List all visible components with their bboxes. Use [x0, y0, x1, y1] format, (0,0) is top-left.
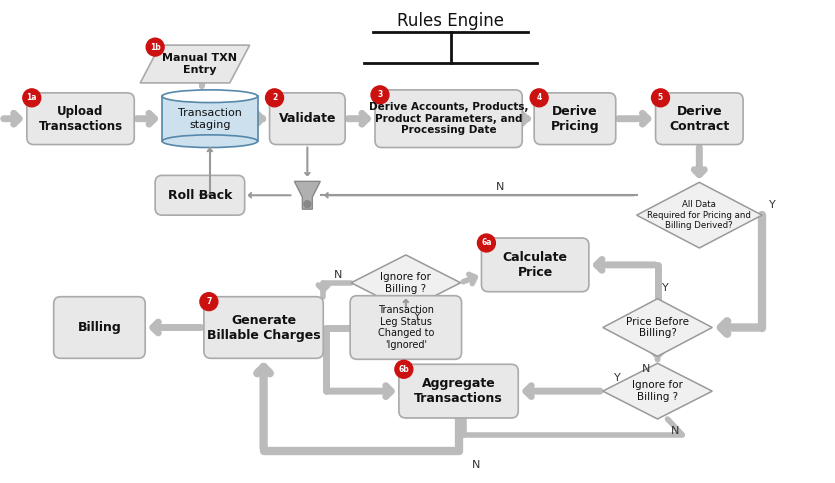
FancyBboxPatch shape [270, 93, 345, 144]
Circle shape [266, 89, 283, 107]
FancyBboxPatch shape [350, 296, 462, 359]
Bar [162, 96, 258, 141]
Ellipse shape [162, 90, 258, 102]
Text: N: N [473, 460, 481, 469]
Circle shape [530, 89, 548, 107]
Text: 1b: 1b [149, 43, 160, 52]
Text: Transaction
staging: Transaction staging [178, 108, 242, 129]
Polygon shape [603, 298, 712, 356]
Polygon shape [295, 181, 321, 209]
Text: 6a: 6a [481, 239, 492, 247]
Text: 1a: 1a [27, 93, 37, 102]
Circle shape [395, 360, 412, 378]
Text: Aggregate
Transactions: Aggregate Transactions [414, 377, 503, 405]
Text: Transaction
Leg Status
Changed to
'Ignored': Transaction Leg Status Changed to 'Ignor… [377, 305, 434, 350]
Circle shape [23, 89, 41, 107]
Circle shape [200, 293, 218, 311]
Polygon shape [352, 255, 461, 311]
Text: 2: 2 [272, 93, 277, 102]
FancyBboxPatch shape [204, 297, 323, 358]
Text: N: N [496, 182, 504, 192]
Text: Derive Accounts, Products,
Product Parameters, and
Processing Date: Derive Accounts, Products, Product Param… [369, 102, 529, 135]
Circle shape [651, 89, 670, 107]
Polygon shape [140, 45, 250, 83]
FancyBboxPatch shape [534, 93, 615, 144]
Circle shape [478, 234, 495, 252]
Polygon shape [636, 183, 762, 248]
Text: N: N [671, 426, 680, 436]
Text: Derive
Contract: Derive Contract [669, 105, 730, 133]
Text: Billing: Billing [78, 321, 121, 334]
Text: Y: Y [615, 373, 621, 383]
Text: Y: Y [662, 283, 669, 293]
Polygon shape [603, 363, 712, 419]
FancyBboxPatch shape [53, 297, 145, 358]
Circle shape [146, 38, 164, 56]
FancyBboxPatch shape [399, 364, 519, 418]
Text: Roll Back: Roll Back [168, 189, 232, 202]
Text: Derive
Pricing: Derive Pricing [550, 105, 600, 133]
Text: Y: Y [414, 312, 421, 322]
Text: 7: 7 [206, 297, 211, 306]
Text: Validate: Validate [279, 112, 337, 125]
Text: 3: 3 [377, 90, 382, 99]
FancyBboxPatch shape [155, 175, 245, 215]
Text: Generate
Billable Charges: Generate Billable Charges [207, 313, 321, 341]
Circle shape [304, 201, 311, 208]
Text: Rules Engine: Rules Engine [397, 12, 504, 30]
Text: N: N [641, 364, 650, 374]
Text: Manual TXN
Entry: Manual TXN Entry [163, 53, 237, 75]
Circle shape [371, 86, 389, 104]
FancyBboxPatch shape [655, 93, 743, 144]
Text: 4: 4 [537, 93, 542, 102]
Text: N: N [334, 270, 342, 280]
FancyBboxPatch shape [482, 238, 589, 292]
FancyBboxPatch shape [375, 90, 522, 147]
Text: All Data
Required for Pricing and
Billing Derived?: All Data Required for Pricing and Billin… [647, 200, 752, 230]
Text: Ignore for
Billing ?: Ignore for Billing ? [632, 380, 683, 402]
Text: Ignore for
Billing ?: Ignore for Billing ? [381, 272, 431, 294]
FancyBboxPatch shape [27, 93, 134, 144]
Text: Y: Y [768, 200, 776, 210]
Ellipse shape [162, 135, 258, 147]
Text: Price Before
Billing?: Price Before Billing? [626, 317, 689, 338]
Text: 5: 5 [658, 93, 663, 102]
Text: 6b: 6b [398, 365, 409, 374]
Text: Upload
Transactions: Upload Transactions [38, 105, 123, 133]
Text: Calculate
Price: Calculate Price [503, 251, 568, 279]
